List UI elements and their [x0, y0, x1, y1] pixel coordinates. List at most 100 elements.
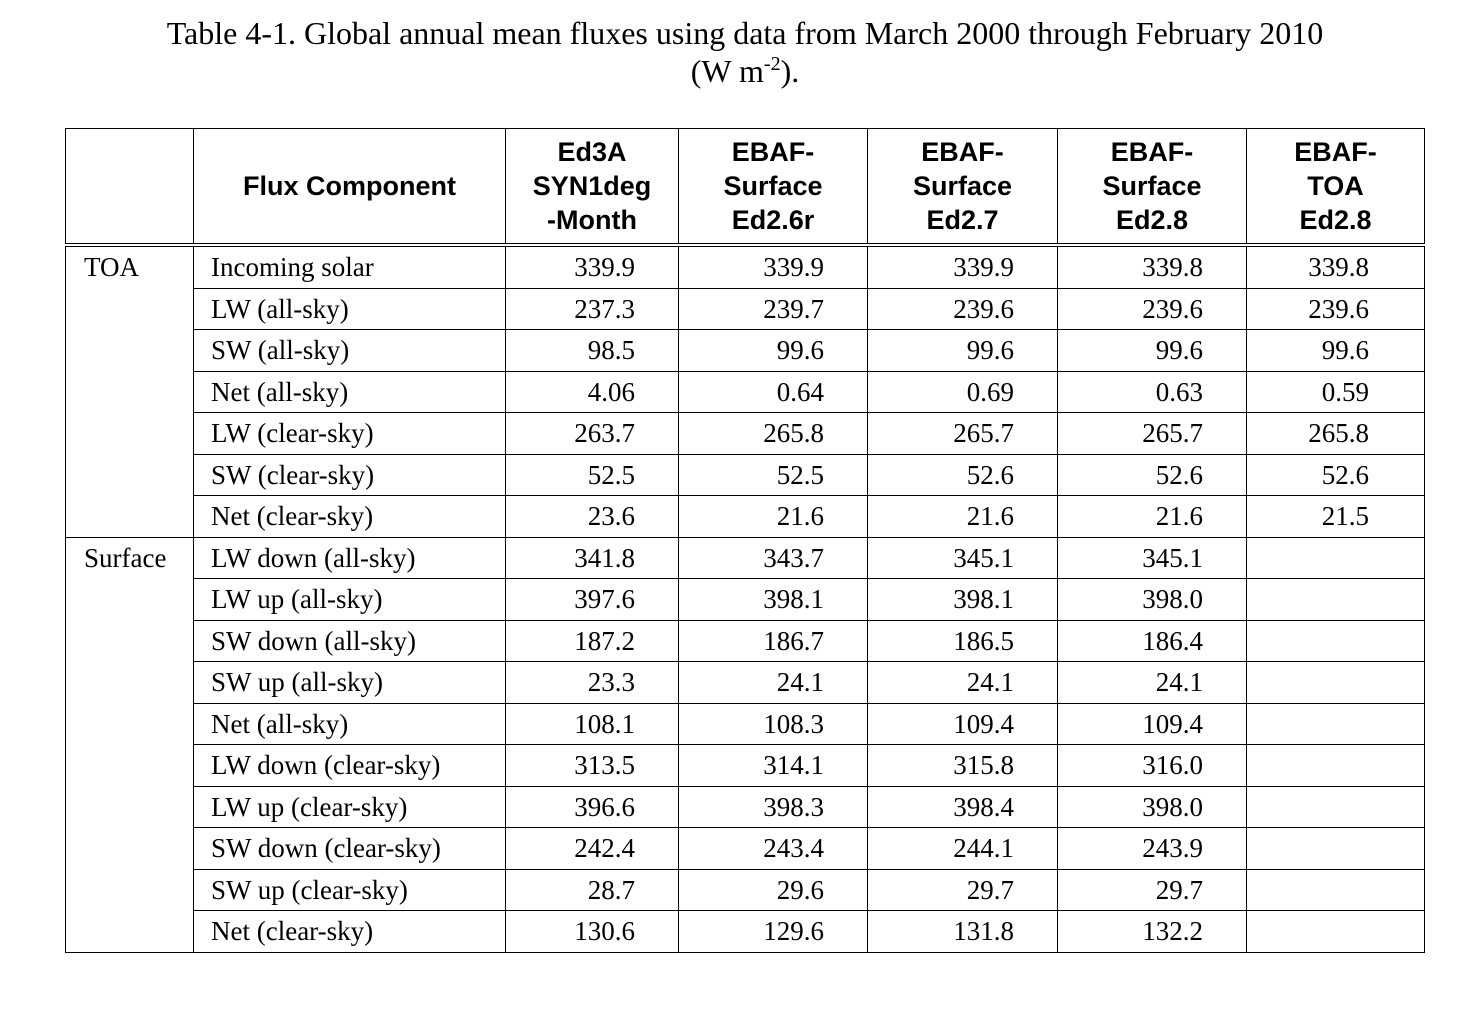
table-caption: Table 4-1. Global annual mean fluxes usi… [0, 14, 1460, 90]
flux-value-cell: 23.6 [505, 495, 679, 538]
header-group-cell [65, 128, 194, 247]
flux-value-cell: 98.5 [505, 329, 679, 372]
flux-value-cell: 244.1 [867, 827, 1058, 870]
table-header: Flux Component Ed3A SYN1deg -Month EBAF-… [65, 128, 1425, 247]
flux-value-cell: 398.0 [1057, 578, 1247, 621]
header-line: Ed2.8 [1299, 205, 1372, 235]
flux-component-label: LW (all-sky) [193, 287, 506, 330]
table-row: TOA Incoming solar 339.9 339.9 339.9 339.8 339… [65, 244, 1425, 538]
flux-value-cell: 396.6 [505, 785, 679, 828]
header-line: TOA [1307, 171, 1364, 201]
caption-unit-exponent: -2 [763, 53, 781, 75]
flux-value-cell: 21.6 [678, 495, 868, 538]
flux-value-cell: 109.4 [1057, 702, 1247, 745]
table-row: SW up (all-sky) 23.3 24.1 24.1 24.1 [66, 661, 1425, 704]
header-row: Flux Component Ed3A SYN1deg -Month EBAF-… [65, 128, 1425, 247]
flux-component-label: LW down (all-sky) [193, 536, 506, 579]
header-line: EBAF- [921, 137, 1004, 167]
flux-value-cell: 24.1 [678, 661, 868, 704]
header-flux-component: Flux Component [193, 128, 506, 247]
flux-value-cell: 339.8 [1057, 244, 1247, 289]
caption-line-1: Table 4-1. Global annual mean fluxes usi… [166, 15, 1324, 51]
header-line: EBAF- [731, 137, 815, 167]
flux-value-cell: 24.1 [867, 661, 1058, 704]
caption-line-2: (W m-2). [0, 52, 1460, 90]
flux-value-cell: 397.6 [505, 578, 679, 621]
flux-value-cell: 243.4 [678, 827, 868, 870]
flux-value-cell: 339.9 [678, 244, 868, 289]
flux-value-cell: 237.3 [505, 287, 679, 330]
table-row: LW (clear-sky) 263.7 265.8 265.7 265.7 265.8 [66, 412, 1425, 455]
flux-value-cell: 265.7 [1057, 412, 1247, 455]
flux-value-cell: 239.7 [678, 287, 868, 330]
flux-value-cell: 345.1 [867, 536, 1058, 579]
flux-value-cell: 186.7 [678, 619, 868, 662]
header-ebaf-surface-ed2-8: EBAF- Surface Ed2.8 [1057, 128, 1247, 247]
flux-component-label: SW (all-sky) [193, 329, 506, 372]
flux-value-cell: 52.6 [1246, 453, 1425, 496]
flux-value-cell [1246, 578, 1425, 621]
flux-value-cell: 315.8 [867, 744, 1058, 787]
table-row: LW down (clear-sky) 313.5 314.1 315.8 316.0 [66, 744, 1425, 787]
flux-value-cell [1246, 868, 1425, 911]
header-line: SYN1deg [532, 171, 652, 201]
flux-value-cell: 52.5 [678, 453, 868, 496]
flux-value-cell: 265.8 [1246, 412, 1425, 455]
flux-value-cell: 398.3 [678, 785, 868, 828]
flux-value-cell: 398.4 [867, 785, 1058, 828]
flux-value-cell: 0.59 [1246, 370, 1425, 413]
flux-value-cell: 345.1 [1057, 536, 1247, 579]
flux-component-label: SW down (clear-sky) [193, 827, 506, 870]
header-line: Surface [1102, 171, 1202, 201]
header-line: EBAF- [1110, 137, 1194, 167]
flux-value-cell: 239.6 [867, 287, 1058, 330]
caption-unit-prefix: (W m [690, 53, 764, 89]
flux-value-cell: 186.5 [867, 619, 1058, 662]
flux-value-cell [1246, 744, 1425, 787]
table-row: SW down (all-sky) 187.2 186.7 186.5 186.4 [66, 619, 1425, 662]
header-line: Surface [723, 171, 823, 201]
flux-value-cell: 239.6 [1246, 287, 1425, 330]
flux-value-cell [1246, 619, 1425, 662]
table-row: Net (all-sky) 4.06 0.64 0.69 0.63 0.59 [66, 370, 1425, 413]
header-line: -Month [547, 205, 637, 235]
flux-value-cell: 239.6 [1057, 287, 1247, 330]
table-body: TOA Incoming solar 339.9 339.9 339.9 339.8 339… [65, 244, 1425, 953]
header-line: Ed2.7 [926, 205, 999, 235]
flux-component-label: Net (clear-sky) [193, 495, 506, 538]
flux-value-cell: 29.7 [867, 868, 1058, 911]
flux-value-cell: 99.6 [867, 329, 1058, 372]
group-label-toa: TOA [65, 244, 194, 538]
flux-value-cell: 99.6 [1246, 329, 1425, 372]
header-line: Surface [912, 171, 1013, 201]
flux-component-label: LW (clear-sky) [193, 412, 506, 455]
flux-component-label: SW down (all-sky) [193, 619, 506, 662]
flux-value-cell: 108.1 [505, 702, 679, 745]
flux-value-cell: 29.7 [1057, 868, 1247, 911]
flux-value-cell: 131.8 [867, 910, 1058, 953]
flux-value-cell: 243.9 [1057, 827, 1247, 870]
flux-value-cell: 339.8 [1246, 244, 1425, 289]
group-label-surface: Surface [65, 536, 194, 953]
flux-value-cell: 21.6 [867, 495, 1058, 538]
table-row: Net (clear-sky) 23.6 21.6 21.6 21.6 21.5 [66, 495, 1425, 538]
flux-value-cell: 109.4 [867, 702, 1058, 745]
header-ebaf-surface-ed2-7: EBAF- Surface Ed2.7 [867, 128, 1058, 247]
flux-value-cell: 186.4 [1057, 619, 1247, 662]
flux-value-cell: 108.3 [678, 702, 868, 745]
flux-table: Flux Component Ed3A SYN1deg -Month EBAF-… [65, 128, 1425, 953]
flux-value-cell: 398.1 [678, 578, 868, 621]
flux-component-label: SW up (all-sky) [193, 661, 506, 704]
flux-component-label: Net (clear-sky) [193, 910, 506, 953]
flux-value-cell: 29.6 [678, 868, 868, 911]
flux-value-cell: 0.63 [1057, 370, 1247, 413]
flux-value-cell: 52.5 [505, 453, 679, 496]
flux-value-cell: 28.7 [505, 868, 679, 911]
flux-value-cell: 242.4 [505, 827, 679, 870]
flux-value-cell: 341.8 [505, 536, 679, 579]
flux-component-label: Net (all-sky) [193, 702, 506, 745]
flux-component-label: LW up (clear-sky) [193, 785, 506, 828]
flux-value-cell: 0.69 [867, 370, 1058, 413]
flux-value-cell: 314.1 [678, 744, 868, 787]
header-line: Ed2.6r [731, 205, 815, 235]
